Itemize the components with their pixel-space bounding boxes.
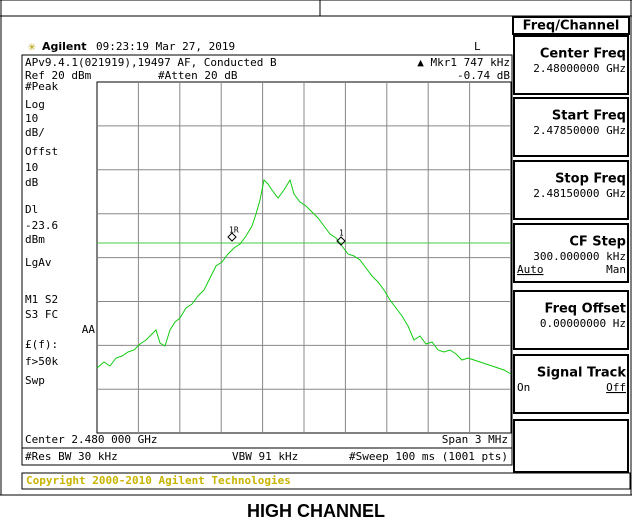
mode: L <box>474 40 481 53</box>
screen-frame <box>21 54 513 466</box>
menu-title: Freq/Channel <box>523 19 620 34</box>
softkey-label: Center Freq <box>540 47 626 62</box>
softkey-option: Off <box>606 381 626 394</box>
left-label: Log <box>25 98 45 111</box>
left-label: dBm <box>25 233 45 246</box>
copyright: Copyright 2000-2010 Agilent Technologies <box>26 474 291 487</box>
left-label: 10 <box>25 112 38 125</box>
softkey <box>513 419 629 473</box>
left-label: dB/ <box>25 126 45 139</box>
softkey-label: Stop Freq <box>555 172 626 187</box>
left-label: S3 FC <box>25 308 58 321</box>
softkey-label: Freq Offset <box>545 302 626 317</box>
softkey-label: CF Step <box>569 235 626 250</box>
softkey-option: On <box>517 381 530 394</box>
marker-value: -0.74 dB <box>457 69 510 82</box>
softkey <box>513 290 629 350</box>
softkey <box>513 223 629 283</box>
ref-level: Ref 20 dBm <box>25 69 92 82</box>
timestamp: 09:23:19 Mar 27, 2019 <box>96 40 235 53</box>
softkey <box>513 354 629 414</box>
softkey <box>513 160 629 220</box>
brand: Agilent <box>42 40 86 53</box>
left-label: AA <box>82 323 96 336</box>
softkey-value: 2.48000000 GHz <box>533 62 626 75</box>
left-label: 10 <box>25 161 38 174</box>
caption: HIGH CHANNEL <box>247 501 385 521</box>
softkey-option: Auto <box>517 263 544 276</box>
marker-label: 1R <box>229 226 239 235</box>
center-freq: Center 2.480 000 GHz <box>25 433 157 446</box>
sweep: #Sweep 100 ms (1001 pts) <box>349 450 508 463</box>
copyright-box <box>21 472 631 490</box>
vbw: VBW 91 kHz <box>232 450 298 463</box>
left-label: -23.6 <box>25 219 58 232</box>
trace <box>96 178 512 375</box>
marker <box>336 236 346 246</box>
marker <box>227 232 237 242</box>
softkey-value: 2.47850000 GHz <box>533 124 626 137</box>
left-label: LgAv <box>25 256 52 269</box>
menu-title-box <box>512 16 630 35</box>
left-label: dB <box>25 176 39 189</box>
left-label: f>50k <box>25 355 58 368</box>
atten: #Atten 20 dB <box>158 69 238 82</box>
left-label: Swp <box>25 374 45 387</box>
marker-readout: ▲ Mkr1 747 kHz <box>417 56 510 69</box>
softkey-value: 0.00000000 Hz <box>540 317 626 330</box>
softkey <box>513 97 629 157</box>
left-label: Dl <box>25 203 38 216</box>
softkey-value: 300.000000 kHz <box>533 250 626 263</box>
left-label: Offst <box>25 145 58 158</box>
softkey-label: Signal Track <box>537 366 626 381</box>
left-label: #Peak <box>25 80 58 93</box>
marker-label: 1 <box>339 229 344 238</box>
span: Span 3 MHz <box>442 433 508 446</box>
softkey-label: Start Freq <box>552 109 626 124</box>
softkey-option: Man <box>606 263 626 276</box>
softkey <box>513 35 629 95</box>
left-label: £(f): <box>25 338 58 351</box>
grid <box>97 82 511 433</box>
softkey-value: 2.48150000 GHz <box>533 187 626 200</box>
version: APv9.4.1(021919),19497 AF, Conducted B <box>25 56 277 69</box>
left-label: M1 S2 <box>25 293 58 306</box>
rbw: #Res BW 30 kHz <box>25 450 118 463</box>
logo: ✳ <box>28 40 36 55</box>
